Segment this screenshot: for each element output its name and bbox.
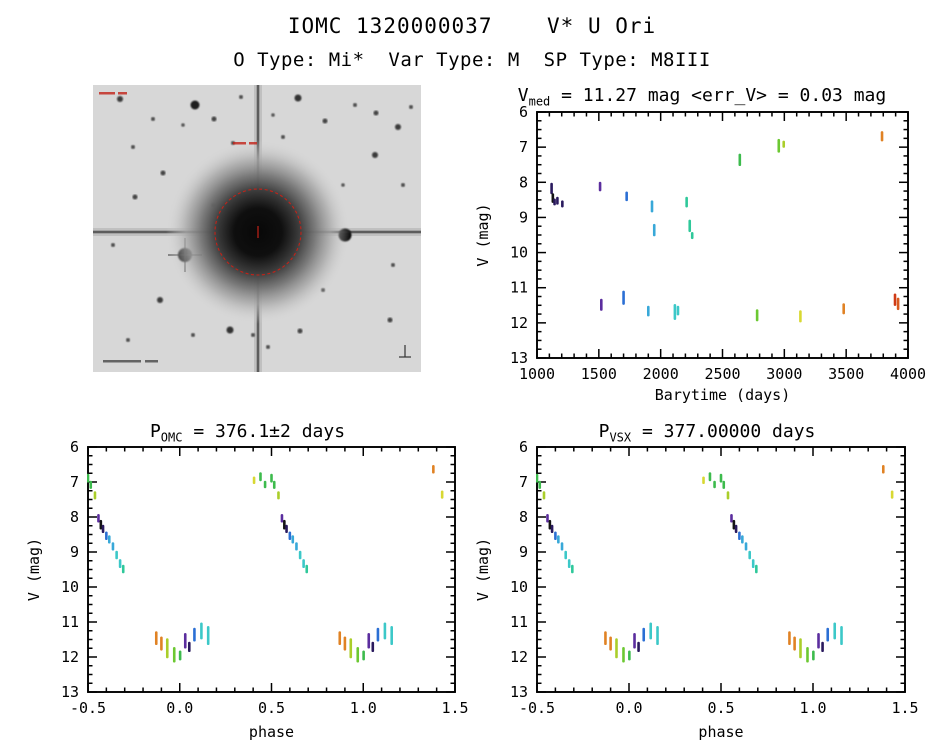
finding-chart-image — [93, 85, 421, 372]
phase-vsx-plot — [470, 420, 944, 747]
phase-omc-plot — [20, 420, 475, 747]
page-title: IOMC 1320000037 V* U Ori — [287, 14, 657, 38]
page-subtitle: O Type: Mi* Var Type: M SP Type: M8III — [233, 49, 711, 71]
lightcurve-plot — [460, 85, 944, 410]
